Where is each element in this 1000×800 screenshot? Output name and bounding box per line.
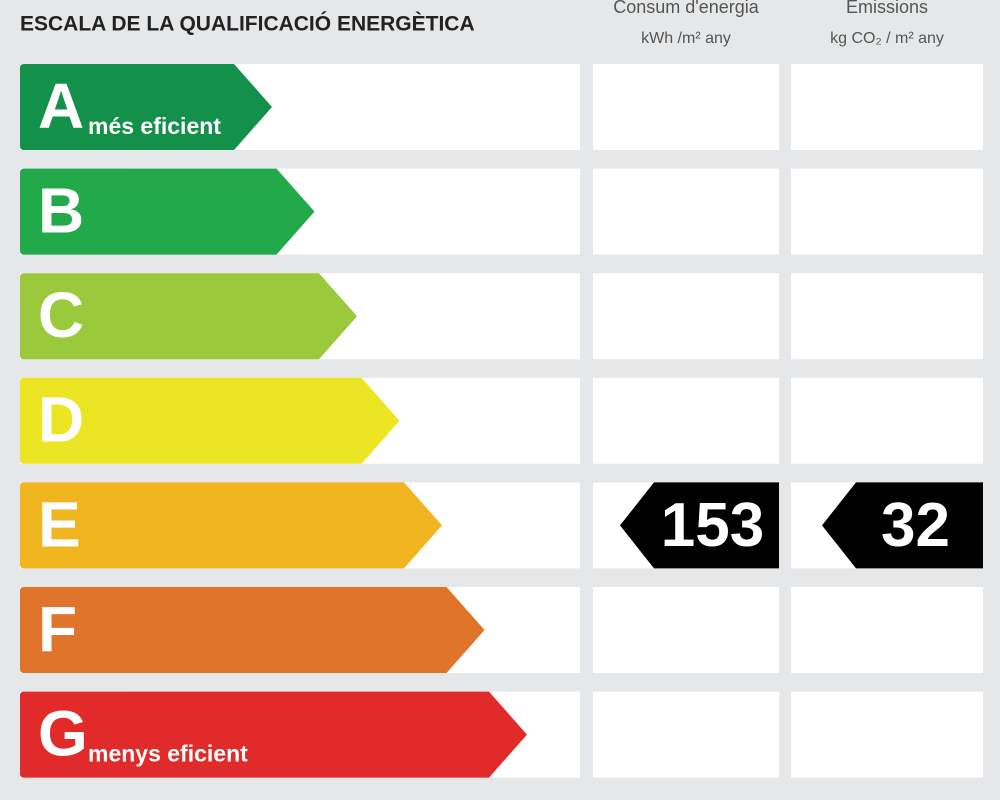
- rating-arrow: [20, 377, 400, 464]
- column-unit: kWh /m² any: [641, 30, 731, 47]
- value-cell: [593, 377, 779, 464]
- value-cell: [791, 273, 983, 360]
- value-cell: [593, 587, 779, 673]
- rating-caption: menys eficient: [88, 741, 248, 767]
- rating-letter: G: [38, 698, 88, 770]
- rating-arrow: [20, 482, 442, 569]
- column-unit: kg CO₂ / m² any: [830, 30, 944, 47]
- value-badge: [822, 482, 983, 569]
- value-cell: [791, 64, 983, 150]
- label-title: ESCALA DE LA QUALIFICACIÓ ENERGÈTICA: [20, 12, 475, 36]
- rating-letter: B: [38, 175, 84, 247]
- rating-letter: A: [38, 70, 84, 142]
- value-cell: [593, 273, 779, 360]
- value-cell: [791, 691, 983, 778]
- value-badge: [620, 482, 779, 569]
- column-title: Emissions: [846, 0, 928, 17]
- rating-letter: F: [38, 593, 77, 665]
- rating-value: 153: [661, 491, 764, 560]
- value-cell: [791, 587, 983, 673]
- value-cell: [593, 64, 779, 150]
- value-cell: [791, 377, 983, 464]
- rating-value: 32: [881, 491, 950, 560]
- rating-caption: més eficient: [88, 113, 221, 139]
- rating-arrow: [20, 273, 357, 360]
- value-cell: [593, 168, 779, 255]
- rating-letter: C: [38, 279, 84, 351]
- rating-arrow: [20, 168, 315, 255]
- value-cell: [791, 168, 983, 255]
- rating-letter: E: [38, 488, 81, 560]
- rating-arrow: [20, 587, 485, 673]
- value-cell: [593, 691, 779, 778]
- column-title: Consum d'energia: [613, 0, 760, 17]
- rating-letter: D: [38, 384, 84, 456]
- rating-arrow: [20, 64, 272, 150]
- rating-arrow: [20, 691, 527, 778]
